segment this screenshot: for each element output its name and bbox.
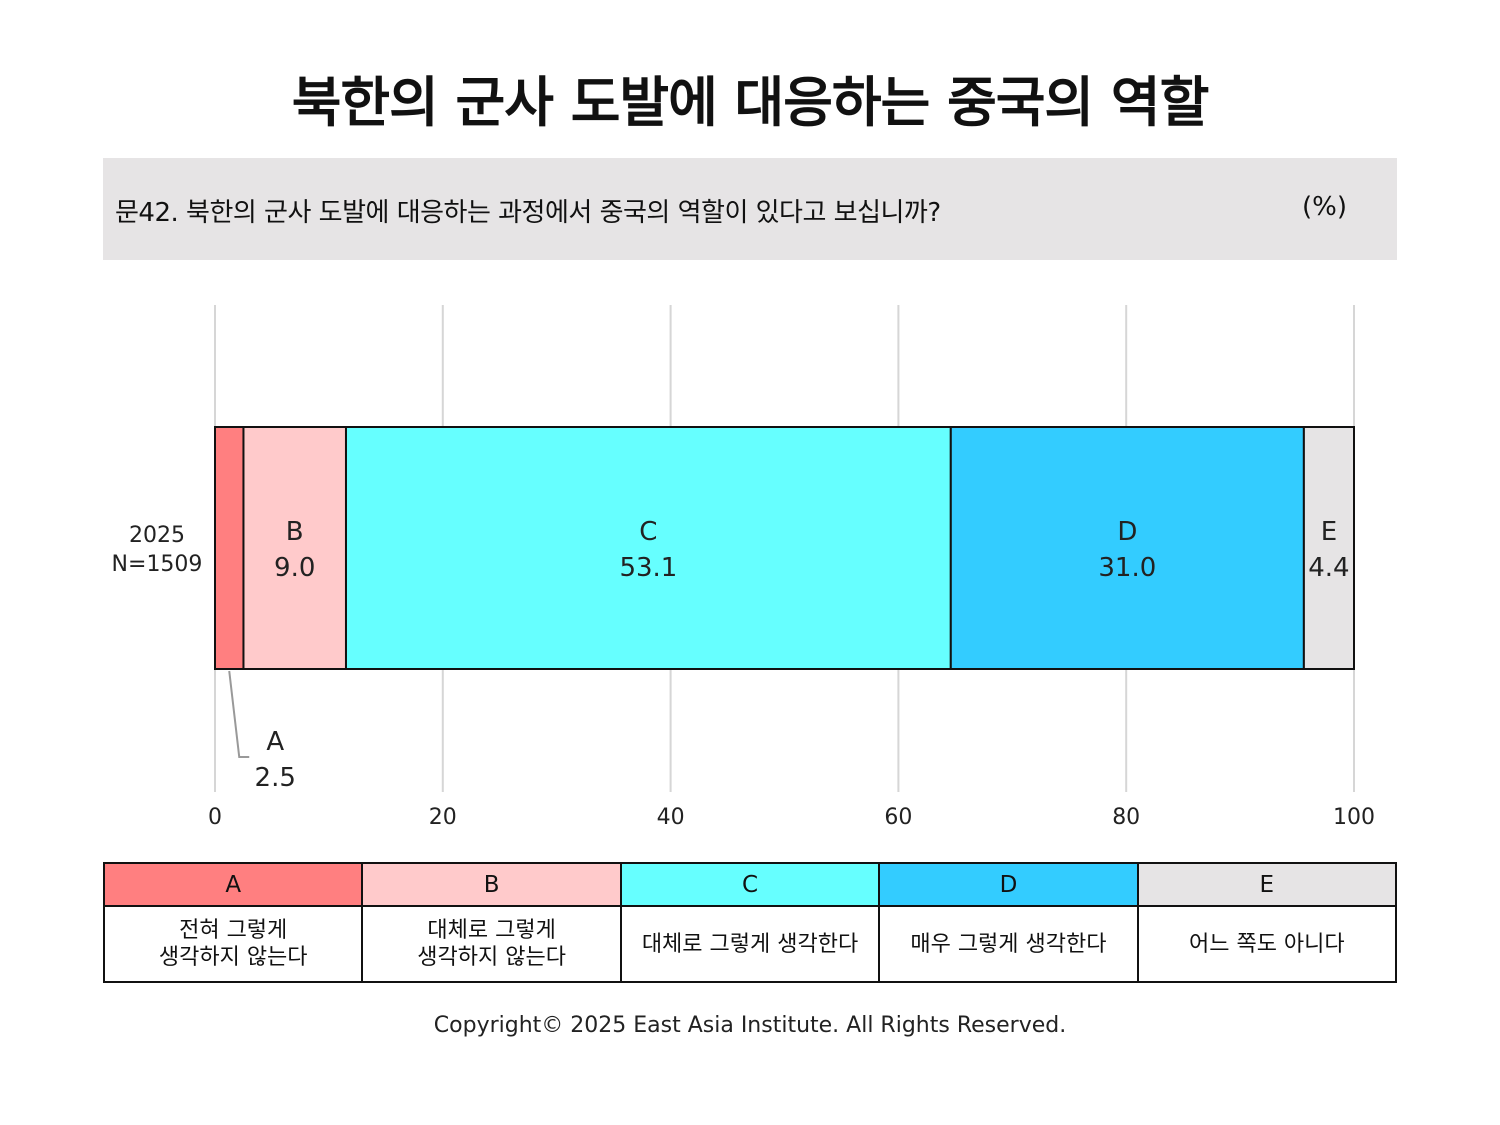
segment-name-c: C	[639, 517, 657, 547]
legend-desc-b: 대체로 그렇게 생각하지 않는다	[417, 918, 566, 970]
legend-key-e: E	[1138, 864, 1396, 907]
x-tick-label-40: 40	[657, 805, 685, 830]
question-text: 문42. 북한의 군사 도발에 대응하는 과정에서 중국의 역할이 있다고 보십…	[115, 198, 941, 228]
x-tick-label-0: 0	[208, 805, 222, 830]
x-tick-label-20: 20	[429, 805, 457, 830]
segment-name-b: B	[286, 517, 304, 547]
legend-table: A 전혀 그렇게 생각하지 않는다 B 대체로 그렇게 생각하지 않는다 C 대…	[103, 862, 1397, 983]
bar-segment-a	[214, 426, 245, 670]
segment-name-d: D	[1117, 517, 1137, 547]
bar-segment-c	[344, 426, 952, 670]
legend-col-e: E 어느 쪽도 아니다	[1138, 864, 1396, 981]
bar-segment-d	[949, 426, 1305, 670]
legend-desc-a: 전혀 그렇게 생각하지 않는다	[158, 918, 308, 970]
segment-value-a: 2.5	[255, 763, 296, 793]
x-tick-label-60: 60	[884, 805, 912, 830]
stacked-bar-chart: 0 20 40 60 80 100 2025 N=1509 A 2.5 B 9.0 C 53.1 D 31.0…	[112, 305, 1375, 830]
bar-segment-e	[1302, 426, 1356, 670]
callout-line-a	[228, 670, 250, 758]
segment-name-a: A	[266, 727, 284, 757]
question-box: 문42. 북한의 군사 도발에 대응하는 과정에서 중국의 역할이 있다고 보십…	[103, 158, 1397, 260]
legend-key-a: A	[105, 864, 362, 907]
legend-col-d: D 매우 그렇게 생각한다	[880, 864, 1139, 981]
bar-segment-b	[242, 426, 347, 670]
legend-key-d: D	[880, 864, 1137, 907]
category-label: 2025	[129, 523, 185, 548]
segment-value-c: 53.1	[619, 553, 677, 583]
legend-col-a: A 전혀 그렇게 생각하지 않는다	[105, 864, 364, 981]
legend-desc-d: 매우 그렇게 생각한다	[910, 931, 1107, 957]
segment-value-b: 9.0	[274, 553, 315, 583]
unit-label: (%)	[1302, 192, 1347, 222]
category-sublabel: N=1509	[112, 552, 203, 577]
legend-key-c: C	[621, 864, 879, 907]
legend-col-c: C 대체로 그렇게 생각한다	[621, 864, 881, 981]
chart-title: 북한의 군사 도발에 대응하는 중국의 역할	[291, 71, 1210, 134]
legend-desc-e: 어느 쪽도 아니다	[1188, 931, 1345, 957]
x-tick-label-100: 100	[1333, 805, 1375, 830]
x-tick-label-80: 80	[1112, 805, 1140, 830]
copyright-text: Copyright© 2025 East Asia Institute. All…	[433, 1013, 1067, 1038]
segment-name-e: E	[1321, 517, 1337, 547]
segment-value-e: 4.4	[1308, 553, 1349, 583]
legend-col-b: B 대체로 그렇게 생각하지 않는다	[363, 864, 622, 981]
legend-key-b: B	[363, 864, 620, 907]
segment-value-d: 31.0	[1098, 553, 1156, 583]
legend-desc-c: 대체로 그렇게 생각한다	[641, 931, 859, 957]
